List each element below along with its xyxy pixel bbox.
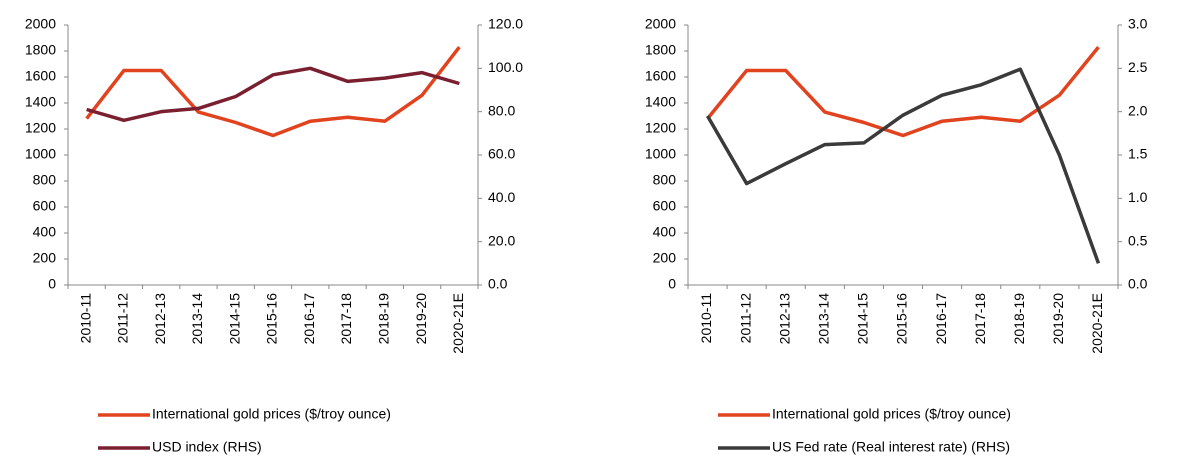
x-tick-label: 2013-14 bbox=[816, 293, 832, 345]
y-tick-label: 1600 bbox=[645, 68, 676, 84]
x-tick-label: 2017-18 bbox=[972, 293, 988, 345]
y-tick-label: 200 bbox=[33, 250, 57, 266]
legend-label: International gold prices ($/troy ounce) bbox=[772, 406, 1011, 422]
y2-tick-label: 80.0 bbox=[488, 102, 515, 118]
y-tick-label: 1400 bbox=[25, 94, 56, 110]
y2-tick-label: 120.0 bbox=[488, 16, 523, 32]
y2-tick-label: 0.0 bbox=[488, 276, 508, 292]
y-tick-label: 400 bbox=[653, 224, 677, 240]
series-line bbox=[85, 46, 461, 138]
y2-tick-label: 3.0 bbox=[1128, 16, 1148, 32]
legend-label: International gold prices ($/troy ounce) bbox=[152, 406, 391, 422]
x-tick-label: 2020-21E bbox=[450, 293, 466, 354]
x-tick-label: 2017-18 bbox=[338, 293, 354, 345]
y2-tick-label: 20.0 bbox=[488, 232, 515, 248]
x-tick-label: 2012-13 bbox=[776, 293, 792, 345]
y2-tick-label: 100.0 bbox=[488, 59, 523, 75]
x-tick-label: 2018-19 bbox=[1011, 293, 1027, 345]
y2-tick-label: 0.5 bbox=[1128, 232, 1148, 248]
y-tick-label: 0 bbox=[668, 276, 676, 292]
x-tick-label: 2020-21E bbox=[1089, 293, 1105, 354]
x-tick-label: 2012-13 bbox=[152, 293, 168, 345]
y-tick-label: 600 bbox=[33, 198, 57, 214]
y-tick-label: 2000 bbox=[645, 16, 676, 32]
y-tick-label: 1200 bbox=[645, 120, 676, 136]
x-tick-label: 2016-17 bbox=[301, 293, 317, 345]
y2-tick-label: 1.0 bbox=[1128, 189, 1148, 205]
y-tick-label: 800 bbox=[33, 172, 57, 188]
y-tick-label: 0 bbox=[48, 276, 56, 292]
y2-tick-label: 60.0 bbox=[488, 146, 515, 162]
x-tick-label: 2016-17 bbox=[933, 293, 949, 345]
x-tick-label: 2015-16 bbox=[264, 293, 280, 345]
chart: 0 200 400 600 800 1000 1200 1400 1600 1800 2000 0.0… bbox=[645, 16, 1148, 455]
series-line bbox=[706, 45, 1100, 138]
y2-tick-label: 0.0 bbox=[1128, 276, 1148, 292]
y-tick-label: 400 bbox=[33, 224, 57, 240]
y-tick-label: 800 bbox=[653, 172, 677, 188]
y-tick-label: 1000 bbox=[25, 146, 56, 162]
series-line bbox=[706, 67, 1101, 264]
y-tick-label: 1000 bbox=[645, 146, 676, 162]
legend-label: USD index (RHS) bbox=[152, 439, 262, 455]
y2-tick-label: 2.0 bbox=[1128, 102, 1148, 118]
y-tick-label: 1600 bbox=[25, 68, 56, 84]
x-tick-label: 2013-14 bbox=[189, 293, 205, 345]
y-tick-label: 600 bbox=[653, 198, 677, 214]
y-tick-label: 2000 bbox=[25, 16, 56, 32]
y-tick-label: 1400 bbox=[645, 94, 676, 110]
y2-tick-label: 2.5 bbox=[1128, 59, 1148, 75]
y2-tick-label: 1.5 bbox=[1128, 146, 1148, 162]
x-tick-label: 2015-16 bbox=[894, 293, 910, 345]
x-tick-label: 2011-12 bbox=[737, 293, 753, 344]
x-tick-label: 2018-19 bbox=[376, 293, 392, 345]
legend-label: US Fed rate (Real interest rate) (RHS) bbox=[772, 439, 1010, 455]
x-tick-label: 2019-20 bbox=[413, 293, 429, 345]
x-tick-label: 2014-15 bbox=[226, 293, 242, 345]
x-tick-label: 2011-12 bbox=[115, 293, 131, 344]
y-tick-label: 1800 bbox=[645, 42, 676, 58]
chart: 0 200 400 600 800 1000 1200 1400 1600 1800 2000 0.0… bbox=[25, 16, 523, 455]
series-line bbox=[86, 66, 460, 123]
x-tick-label: 2010-11 bbox=[698, 293, 714, 344]
y2-tick-label: 40.0 bbox=[488, 189, 515, 205]
y-tick-label: 1200 bbox=[25, 120, 56, 136]
x-tick-label: 2014-15 bbox=[855, 293, 871, 345]
y-tick-label: 1800 bbox=[25, 42, 56, 58]
x-tick-label: 2010-11 bbox=[77, 293, 93, 344]
y-tick-label: 200 bbox=[653, 250, 677, 266]
x-tick-label: 2019-20 bbox=[1050, 293, 1066, 345]
